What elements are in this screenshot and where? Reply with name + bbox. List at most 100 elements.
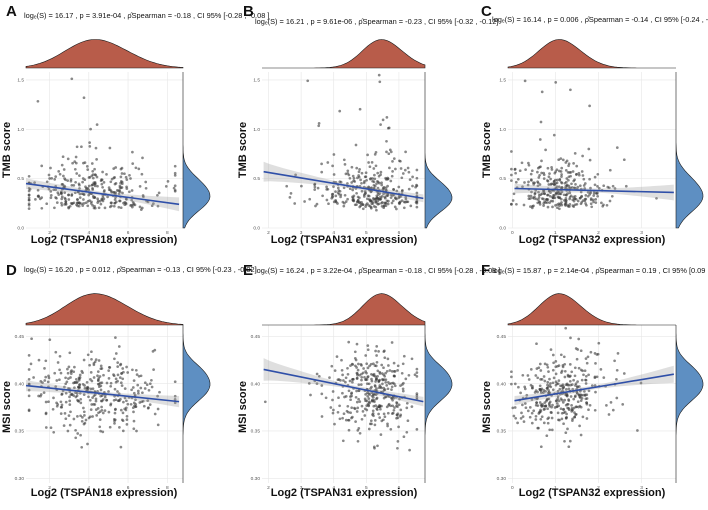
- data-point: [86, 353, 90, 357]
- data-point: [582, 373, 585, 377]
- data-point: [27, 207, 31, 210]
- data-point: [399, 384, 402, 387]
- data-point: [44, 426, 48, 429]
- data-point: [539, 417, 543, 421]
- data-point: [375, 360, 379, 364]
- data-point: [89, 371, 93, 374]
- data-point: [386, 202, 390, 206]
- data-point: [74, 436, 78, 440]
- data-point: [368, 165, 372, 169]
- data-point: [554, 365, 558, 369]
- data-point: [113, 422, 116, 425]
- data-point: [47, 374, 50, 378]
- data-point: [542, 391, 545, 394]
- data-point: [562, 385, 566, 389]
- data-point: [377, 73, 381, 77]
- data-point: [510, 370, 513, 374]
- data-point: [374, 404, 378, 407]
- data-point: [393, 205, 397, 209]
- data-point: [97, 206, 101, 210]
- data-point: [390, 385, 394, 389]
- data-point: [355, 389, 358, 393]
- data-point: [562, 422, 565, 426]
- stats-header: logₑ(S) = 16.14 , p = 0.006 , ρ̂Spearman…: [492, 15, 708, 24]
- data-point: [395, 402, 399, 405]
- data-point: [45, 202, 49, 206]
- data-point: [359, 178, 362, 182]
- data-point: [331, 398, 334, 402]
- x-tick-label: 3: [300, 485, 303, 491]
- data-point: [544, 148, 547, 152]
- data-point: [573, 411, 576, 414]
- data-point: [100, 408, 104, 412]
- gridlines: [26, 325, 183, 483]
- data-point: [565, 184, 569, 188]
- data-point: [353, 350, 357, 354]
- data-point: [384, 380, 388, 384]
- data-point: [528, 406, 532, 409]
- data-point: [126, 402, 130, 406]
- data-point: [515, 202, 518, 206]
- data-point: [68, 423, 72, 427]
- data-point: [60, 183, 64, 186]
- data-point: [536, 170, 539, 174]
- panel-letter: C: [481, 3, 492, 20]
- data-point: [58, 368, 61, 372]
- data-point: [386, 387, 390, 391]
- data-point: [363, 190, 367, 193]
- data-point: [595, 192, 599, 195]
- data-point: [391, 160, 394, 163]
- data-point: [587, 147, 591, 151]
- data-point: [516, 421, 519, 425]
- data-point: [390, 201, 394, 205]
- data-point: [78, 391, 82, 395]
- data-point: [172, 186, 176, 190]
- data-point: [105, 173, 108, 176]
- data-point: [529, 178, 533, 181]
- data-point: [148, 382, 152, 386]
- data-point: [98, 381, 102, 385]
- data-point: [353, 203, 357, 207]
- data-point: [49, 194, 53, 197]
- data-point: [143, 387, 147, 390]
- data-point: [377, 350, 380, 353]
- data-point: [134, 405, 138, 408]
- data-point: [563, 362, 567, 366]
- data-point: [581, 174, 585, 177]
- data-point: [91, 173, 95, 176]
- data-point: [64, 391, 68, 395]
- data-point: [362, 367, 365, 370]
- data-point: [320, 170, 324, 174]
- data-point: [346, 372, 350, 376]
- x-tick-label: 3: [640, 485, 643, 491]
- data-point: [38, 197, 42, 201]
- data-point: [67, 198, 71, 201]
- data-point: [392, 157, 396, 160]
- data-point: [83, 414, 86, 417]
- data-point: [572, 199, 576, 203]
- data-point: [580, 378, 584, 382]
- data-point: [384, 395, 388, 399]
- data-point: [561, 401, 565, 404]
- data-point: [125, 414, 129, 418]
- data-point: [413, 373, 417, 377]
- data-point: [338, 417, 342, 421]
- data-point: [118, 189, 121, 192]
- data-point: [350, 406, 354, 410]
- data-point: [594, 362, 597, 365]
- data-point: [577, 337, 581, 341]
- data-point: [145, 383, 149, 387]
- data-point: [62, 168, 66, 171]
- data-point: [549, 382, 552, 385]
- data-point: [378, 372, 382, 375]
- data-point: [96, 382, 100, 386]
- data-point: [406, 166, 410, 170]
- data-point: [101, 430, 105, 434]
- data-point: [108, 366, 112, 369]
- data-point: [91, 387, 95, 391]
- data-point: [543, 362, 547, 366]
- data-point: [114, 352, 118, 355]
- data-point: [636, 429, 639, 432]
- data-point: [381, 118, 385, 122]
